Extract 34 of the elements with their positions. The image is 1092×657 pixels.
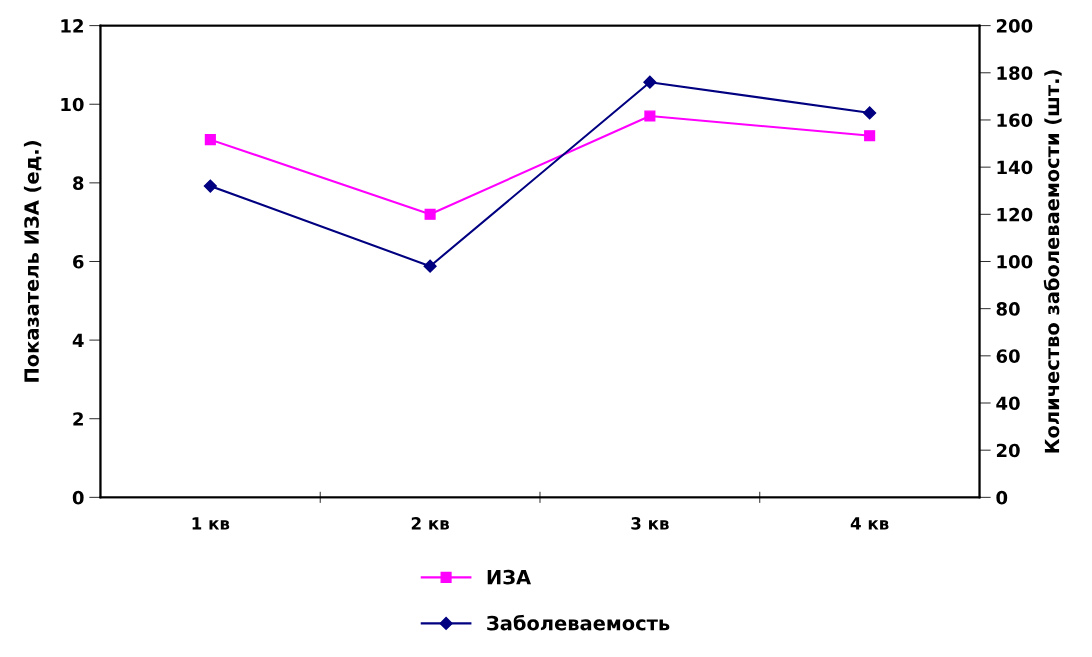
y2-tick-label: 100: [997, 254, 1033, 269]
y-tick-label: 0: [72, 490, 84, 505]
y2-tick-label: 140: [997, 160, 1033, 175]
y2-tick-label: 160: [997, 113, 1033, 128]
point: [644, 110, 656, 122]
y2-tick-label: 60: [996, 349, 1020, 363]
y2-tick-label: 120: [997, 207, 1033, 222]
point: [864, 130, 876, 142]
y2-tick-label: 20: [996, 443, 1020, 458]
y2-axis-title: Количество заболеваемости (шт.): [1043, 70, 1062, 453]
y2-tick-label: 180: [997, 66, 1033, 80]
point: [203, 179, 217, 193]
y2-tick-label: 40: [996, 396, 1020, 411]
point: [643, 75, 657, 89]
y-tick-label: 10: [61, 97, 84, 112]
point: [423, 259, 437, 273]
y2-tick-label: 80: [996, 302, 1020, 316]
legend-label: ИЗА: [487, 569, 531, 585]
y-axis-title: Показатель ИЗА (ед.): [23, 141, 42, 382]
y2-tick-label: 200: [996, 19, 1033, 33]
x-tick-label: 2 кв: [411, 517, 450, 530]
y-tick-label: 6: [73, 254, 84, 269]
legend-label: Заболеваемость: [487, 614, 670, 631]
y-tick-label: 12: [61, 19, 83, 33]
x-tick-label: 4 кв: [850, 517, 889, 530]
y-tick-label: 2: [73, 412, 83, 426]
x-tick-label: 3 кв: [631, 517, 669, 530]
point: [424, 208, 436, 220]
x-tick-label: 1 кв: [192, 517, 230, 530]
y2-tick-label: 0: [996, 490, 1008, 505]
y-tick-label: 8: [73, 176, 84, 190]
y-tick-label: 4: [72, 333, 84, 347]
point: [204, 134, 216, 146]
point: [863, 106, 877, 120]
